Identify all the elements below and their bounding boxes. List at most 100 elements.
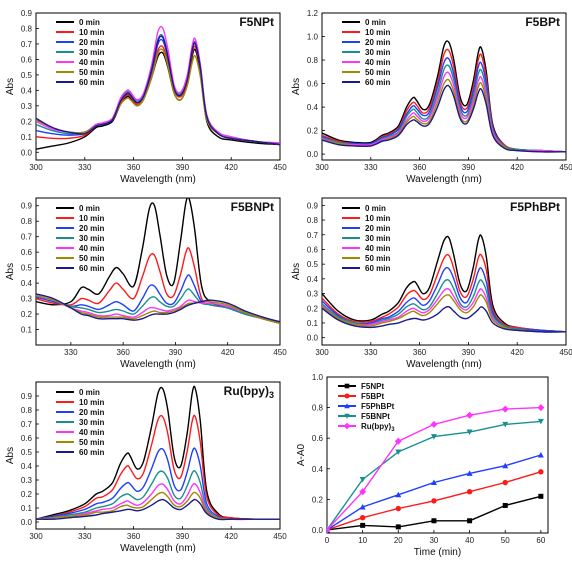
x-tick-label: 390 <box>462 163 476 172</box>
x-tick-label: 300 <box>29 163 43 172</box>
series-line-7 <box>322 84 566 153</box>
y-tick-label: 0.7 <box>21 40 33 49</box>
legend-label: 0 min <box>365 204 386 213</box>
legend-label: 60 min <box>79 264 104 273</box>
x-tick-label: 300 <box>29 532 43 541</box>
legend-label: 40 min <box>79 58 104 67</box>
x-axis-label: Wavelength (nm) <box>406 359 482 370</box>
x-tick-label: 450 <box>559 348 572 357</box>
y-tick-label: 0.7 <box>307 231 319 240</box>
series-line-3 <box>36 447 280 521</box>
data-point <box>538 493 544 499</box>
x-tick-label: 450 <box>559 163 572 172</box>
data-point <box>359 515 366 521</box>
x-tick-label: 30 <box>429 536 438 545</box>
data-point <box>537 404 545 412</box>
x-tick-label: 0 <box>325 536 330 545</box>
y-tick-label: 0.0 <box>21 148 33 157</box>
y-tick-label: 0.5 <box>21 264 33 273</box>
x-tick-label: 360 <box>127 163 141 172</box>
y-tick-label: 0.4 <box>307 103 319 112</box>
y-tick-label: 0.2 <box>21 490 33 499</box>
series-line-4 <box>36 288 280 324</box>
legend-marker <box>343 422 351 430</box>
legend-label: 50 min <box>79 254 104 263</box>
y-tick-label: 0.6 <box>312 434 324 443</box>
y-tick-label: 0.2 <box>307 127 319 136</box>
x-tick-label: 360 <box>127 532 141 541</box>
y-tick-label: 0.6 <box>21 434 33 443</box>
x-tick-label: 330 <box>78 532 92 541</box>
series-line-5 <box>322 288 566 333</box>
x-tick-label: 20 <box>394 536 403 545</box>
legend-label: 10 min <box>79 214 104 223</box>
data-point <box>466 429 473 436</box>
x-axis-label: Wavelength (nm) <box>120 359 196 370</box>
series-line-2 <box>36 45 280 146</box>
data-point <box>360 522 366 528</box>
series-group <box>322 40 566 153</box>
series-line-7 <box>36 293 280 323</box>
x-tick-label: 360 <box>413 163 427 172</box>
series-group <box>327 404 545 533</box>
series-line-7 <box>322 305 566 333</box>
chart-panel-5: 300 330 360 390 420 450 0.0 0.1 0.2 0.3 0.4 0.5 0.6 0… <box>5 381 287 554</box>
legend-label: 60 min <box>365 78 390 87</box>
series-line-7 <box>36 498 280 521</box>
x-tick-label: 10 <box>358 536 367 545</box>
series-group <box>36 25 280 150</box>
x-tick-label: 300 <box>315 163 329 172</box>
legend-label: 30 min <box>79 418 104 427</box>
legend-label: F5PhBPt <box>361 402 395 411</box>
x-tick-label: 360 <box>116 348 130 357</box>
y-tick-label: 0.9 <box>307 201 319 210</box>
plot-frame <box>35 197 281 346</box>
data-point <box>537 418 544 425</box>
series-line-2 <box>322 48 566 153</box>
y-axis-label: Abs <box>5 78 16 95</box>
y-axis-label: Abs <box>291 263 302 280</box>
legend-label: 0 min <box>79 204 100 213</box>
series-line-1 <box>322 234 566 333</box>
legend-label: F5NPt <box>361 382 384 391</box>
y-tick-label: 0.2 <box>312 495 324 504</box>
x-axis-label: Time (min) <box>414 547 461 558</box>
y-tick-label: 0.4 <box>21 462 33 471</box>
legend-label: 40 min <box>365 58 390 67</box>
y-tick-label: 1.0 <box>307 33 319 42</box>
y-tick-label: 0.5 <box>21 448 33 457</box>
series-line-1 <box>36 385 280 520</box>
y-tick-label: 0.2 <box>307 304 319 313</box>
legend-label: F5BNPt <box>361 412 390 421</box>
legend-label: 50 min <box>365 254 390 263</box>
y-tick-label: 0.4 <box>21 279 33 288</box>
x-tick-label: 330 <box>364 348 378 357</box>
y-axis-label: Abs <box>291 78 302 95</box>
x-tick-label: 50 <box>501 536 510 545</box>
x-tick-label: 420 <box>225 532 239 541</box>
chart-panel-6: 0 10 20 30 40 50 60 0.0 0.2 0.4 0.6 0.8 1.0 Time (min… <box>296 373 549 558</box>
x-tick-label: 330 <box>78 163 92 172</box>
legend-label: F5BPt <box>361 392 384 401</box>
chart-panel-3: 330 360 390 420 450 0.1 0.2 0.3 0.4 0.5 0.6 0.7 0.8 0… <box>5 197 287 370</box>
y-axis-label: Abs <box>5 447 16 464</box>
series-line-7 <box>36 35 280 146</box>
series-line-3 <box>322 266 566 333</box>
legend-label: 10 min <box>79 28 104 37</box>
data-point <box>430 479 437 486</box>
legend-label: 10 min <box>365 28 390 37</box>
y-tick-label: 0.8 <box>307 56 319 65</box>
panel-title: F5NPt <box>239 15 274 29</box>
x-tick-label: 390 <box>462 348 476 357</box>
panel-title: F5BNPt <box>231 200 274 214</box>
x-tick-label: 330 <box>64 348 78 357</box>
data-point <box>359 504 366 510</box>
legend-label: 40 min <box>365 244 390 253</box>
y-tick-label: 1.0 <box>312 373 324 382</box>
x-tick-label: 60 <box>536 536 545 545</box>
data-point <box>466 411 474 419</box>
data-point <box>430 434 437 440</box>
